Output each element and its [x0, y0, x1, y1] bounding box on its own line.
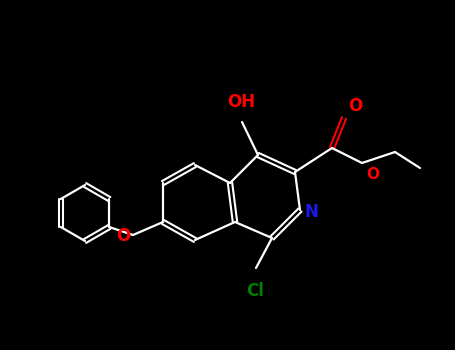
- Text: N: N: [305, 203, 319, 221]
- Text: O: O: [366, 167, 379, 182]
- Text: O: O: [348, 97, 362, 115]
- Text: OH: OH: [227, 93, 255, 111]
- Text: O: O: [116, 227, 130, 245]
- Text: Cl: Cl: [246, 282, 264, 300]
